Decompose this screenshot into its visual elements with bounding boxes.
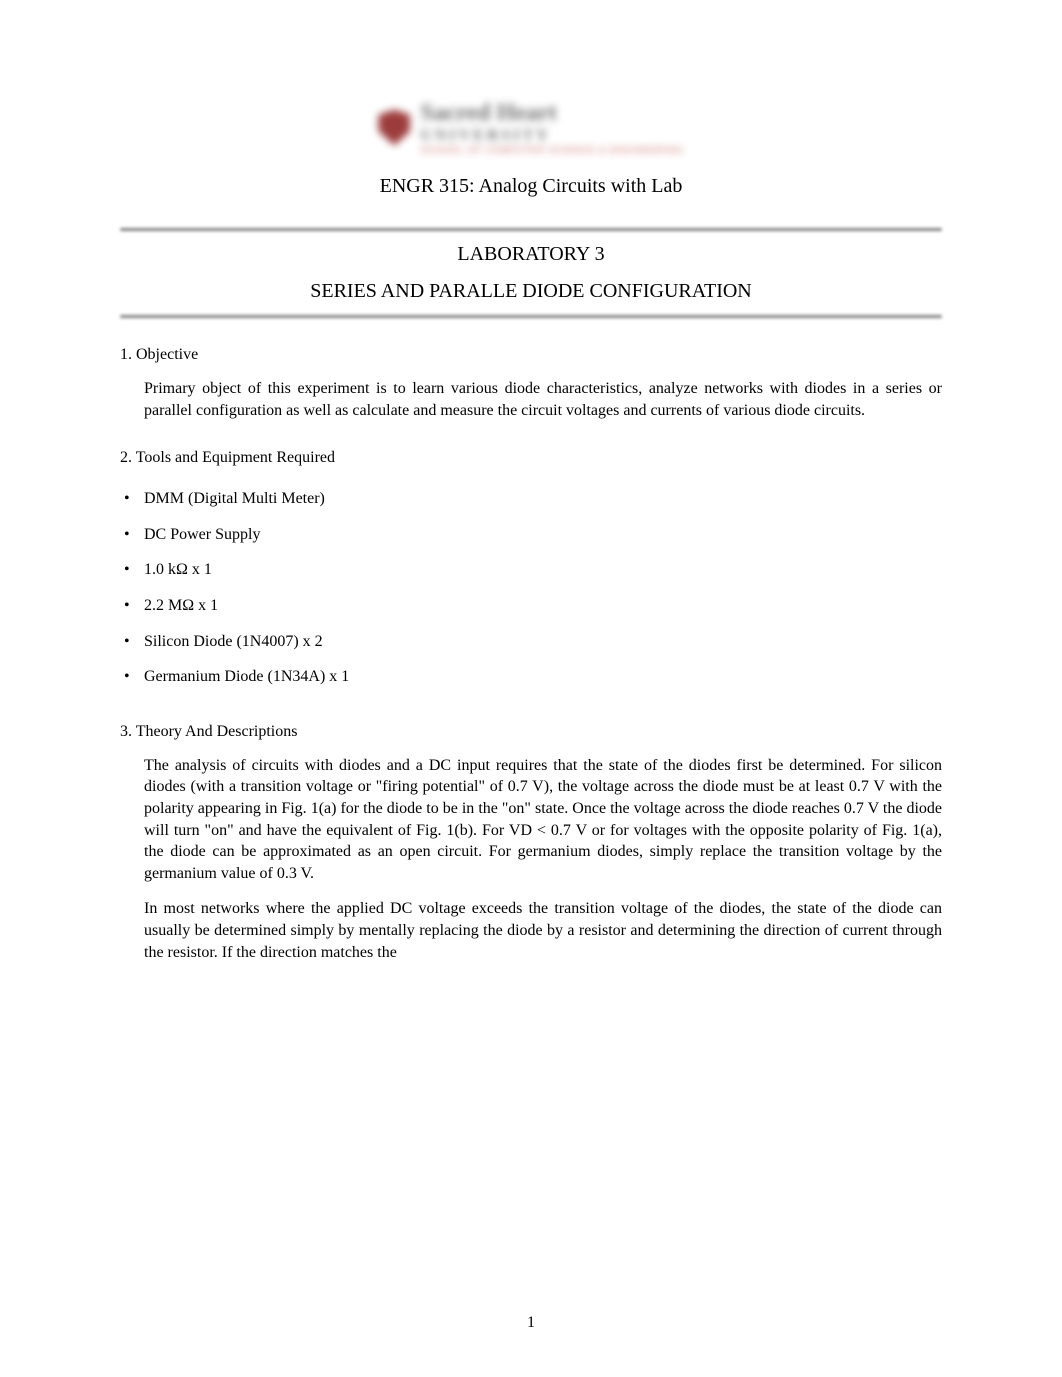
objective-heading: 1. Objective xyxy=(120,346,942,364)
lab-number: LABORATORY 3 xyxy=(120,243,942,266)
page-number: 1 xyxy=(527,1314,535,1332)
logo-wrapper: Sacred Heart UNIVERSITY School of Comput… xyxy=(378,100,683,155)
equipment-item: DMM (Digital Multi Meter) xyxy=(120,481,942,517)
theory-heading: 3. Theory And Descriptions xyxy=(120,723,942,741)
lab-title: SERIES AND PARALLE DIODE CONFIGURATION xyxy=(120,280,942,303)
equipment-item: Germanium Diode (1N34A) x 1 xyxy=(120,659,942,695)
shield-icon xyxy=(378,110,410,146)
equipment-item: DC Power Supply xyxy=(120,517,942,553)
theory-paragraph-2: In most networks where the applied DC vo… xyxy=(144,898,942,963)
objective-text: Primary object of this experiment is to … xyxy=(144,378,942,421)
equipment-list: DMM (Digital Multi Meter) DC Power Suppl… xyxy=(120,481,942,695)
equipment-item: 1.0 kΩ x 1 xyxy=(120,552,942,588)
institution-tagline: School of Computer Science & Engineering xyxy=(420,145,683,155)
institution-type: UNIVERSITY xyxy=(420,127,683,145)
tools-heading: 2. Tools and Equipment Required xyxy=(120,449,942,467)
logo-text-group: Sacred Heart UNIVERSITY School of Comput… xyxy=(420,100,683,155)
course-title: ENGR 315: Analog Circuits with Lab xyxy=(120,175,942,198)
institution-logo: Sacred Heart UNIVERSITY School of Comput… xyxy=(120,100,942,155)
divider-top xyxy=(120,228,942,231)
theory-paragraph-1: The analysis of circuits with diodes and… xyxy=(144,755,942,885)
equipment-item: Silicon Diode (1N4007) x 2 xyxy=(120,624,942,660)
divider-bottom xyxy=(120,315,942,318)
institution-name: Sacred Heart xyxy=(420,100,683,127)
equipment-item: 2.2 MΩ x 1 xyxy=(120,588,942,624)
